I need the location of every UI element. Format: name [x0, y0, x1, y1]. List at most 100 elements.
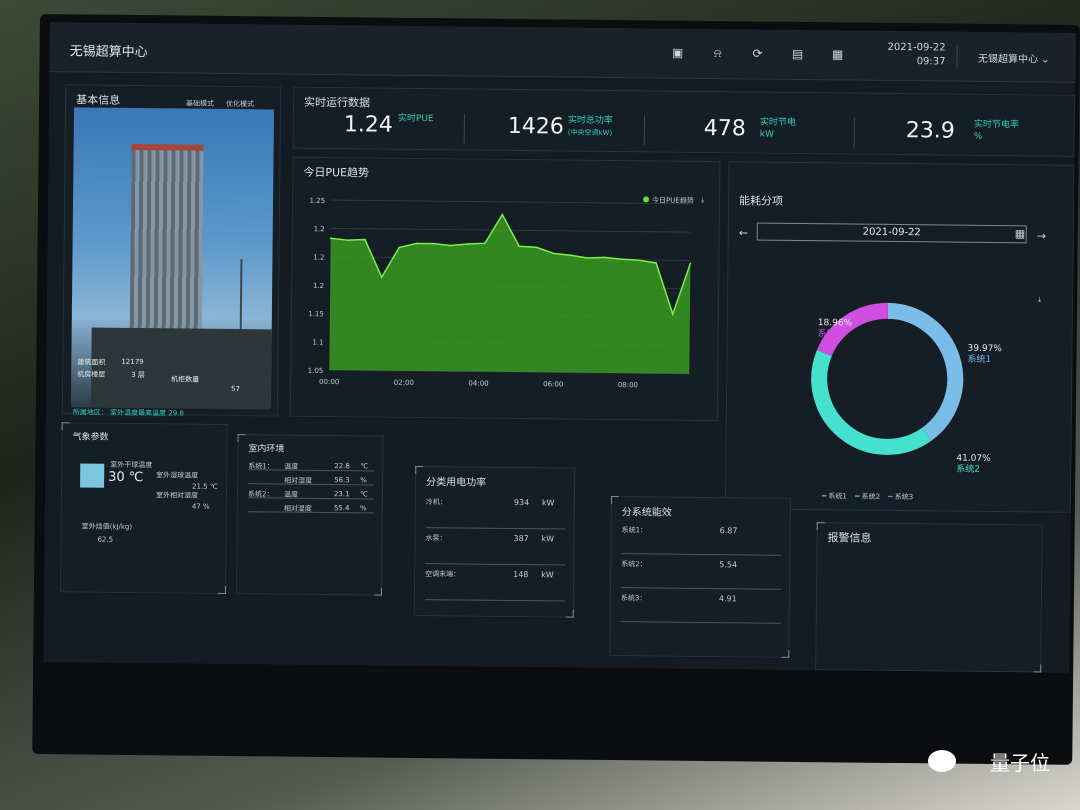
- cabinet-value: 57: [231, 385, 241, 394]
- weather-title: 气象参数: [72, 432, 109, 443]
- y-tick-label: 1.2: [313, 282, 324, 290]
- y-tick-label: 1.15: [308, 310, 324, 318]
- monitor-icon[interactable]: ▣: [671, 45, 684, 60]
- eff-rows-name: 系统3：: [620, 594, 647, 603]
- prev-date-button[interactable]: ←: [738, 226, 749, 240]
- indoor-rows-unit: ℃: [359, 490, 368, 499]
- donut-slice: [887, 302, 964, 441]
- donut-slice: [816, 302, 889, 357]
- indoor-rows-value: 22.8: [334, 462, 350, 471]
- indoor-rows-unit: %: [359, 504, 367, 513]
- panel-corner: [237, 434, 246, 443]
- pue-point: [449, 244, 452, 247]
- panel-corner: [781, 649, 790, 658]
- pue-point: [586, 257, 589, 259]
- panel-corner: [61, 422, 70, 431]
- basic-info-title: 基本信息: [76, 93, 121, 107]
- building-photo: 建筑面积 12179 机房楼层 3 层 机柜数量 57: [70, 107, 275, 410]
- weather-panel: 气象参数 30 ℃ 室外干球温度 室外湿球温度 21.5 ℃ 室外相对湿度 47…: [59, 422, 228, 594]
- enthalpy-value: 62.5: [97, 535, 114, 544]
- user-menu[interactable]: 无锡超算中心 ⌄: [978, 50, 1050, 66]
- panel-corner: [816, 522, 825, 531]
- row-divider: [424, 599, 565, 602]
- row-divider: [621, 587, 782, 590]
- mode-optimized[interactable]: 优化模式: [226, 99, 255, 109]
- kpi-rate-sub: %: [973, 131, 983, 142]
- grid-line: [331, 199, 692, 205]
- pue-point: [346, 239, 349, 241]
- indoor-rows-value: 55.4: [333, 504, 350, 513]
- pue-trend-panel: 今日PUE趋势 今日PUE趋势 ⤓ 1.25 1.2 1.2 1.2 1.15 1.1 1.…: [289, 156, 721, 422]
- power-rows-value: 387: [513, 533, 529, 544]
- row-divider: [621, 553, 782, 556]
- kpi-pue-value: 1.24: [343, 112, 393, 138]
- efficiency-panel: 分系统能效 系统1： 6.87 系统2： 5.54 系统3： 4.91: [609, 496, 791, 658]
- date-picker[interactable]: 2021-09-22: [756, 222, 1027, 244]
- thermometer-icon: [80, 463, 105, 488]
- clipboard-icon[interactable]: ▤: [791, 46, 804, 61]
- pue-point: [603, 256, 606, 259]
- eff-rows-value: 4.91: [718, 594, 737, 604]
- indoor-rows-value: 56.3: [334, 476, 350, 485]
- pue-trend-title: 今日PUE趋势: [303, 165, 370, 180]
- enthalpy-label: 室外焓值(kJ/kg): [81, 522, 133, 531]
- table-icon[interactable]: ▦: [831, 47, 844, 62]
- power-title: 分类用电功率: [426, 477, 487, 489]
- bell-icon[interactable]: ⍾: [713, 46, 722, 61]
- eff-rows-name: 系统1：: [621, 526, 648, 535]
- row-divider: [425, 527, 566, 530]
- panel-corner: [1033, 664, 1042, 673]
- y-tick-label: 1.05: [308, 367, 324, 375]
- energy-split-title: 能耗分项: [739, 194, 784, 208]
- cabinet-label: 机柜数量: [171, 375, 200, 384]
- kpi-title: 实时运行数据: [304, 95, 371, 110]
- mode-basic[interactable]: 基础模式: [186, 99, 215, 108]
- slice-name-label: 系统1: [967, 353, 991, 365]
- x-tick-label: 08:00: [618, 381, 638, 389]
- legend-sys2: 系统2: [861, 492, 881, 501]
- pue-point: [638, 259, 640, 262]
- kpi-power-label: 实时总功率 (中央空调kW): [568, 115, 613, 139]
- donut-slice: [811, 350, 932, 455]
- chevron-down-icon: ⌄: [1041, 54, 1050, 66]
- pue-point: [484, 242, 486, 245]
- kpi-pue-label: 实时PUE: [397, 113, 434, 125]
- dry-bulb-label: 室外干球温度: [110, 460, 153, 470]
- pue-point: [466, 243, 469, 245]
- header-datetime: 2021-09-22 09:37: [887, 41, 946, 70]
- kpi-saving-value: 478: [703, 115, 746, 142]
- building-base: [90, 327, 272, 410]
- realtime-kpi-panel: 实时运行数据 1.24 实时PUE 1426 实时总功率 (中央空调kW) 478…: [292, 86, 1076, 157]
- power-rows-unit: kW: [541, 570, 554, 580]
- calendar-icon[interactable]: ▦: [1014, 227, 1026, 241]
- panel-corner: [373, 587, 383, 596]
- kpi-divider: [463, 113, 465, 144]
- indoor-title: 室内环境: [248, 444, 285, 455]
- area-value: 12179: [121, 357, 144, 367]
- panel-corner: [217, 585, 227, 594]
- y-tick-label: 1.2: [313, 254, 324, 262]
- refresh-icon[interactable]: ⟳: [752, 46, 763, 61]
- efficiency-title: 分系统能效: [621, 507, 672, 519]
- floor-label: 机房楼层: [77, 370, 106, 379]
- pue-point: [329, 237, 332, 240]
- power-rows-value: 934: [513, 497, 530, 508]
- legend-sys3: 系统3: [894, 492, 914, 502]
- app-title: 无锡超算中心: [69, 44, 148, 61]
- pue-line: [330, 213, 692, 317]
- legend-swatch: ━: [855, 492, 860, 501]
- dashboard-screen: 无锡超算中心 ▣ ⍾ ⟳ ▤ ▦ 2021-09-22 09:37 无锡超算中心…: [43, 22, 1076, 673]
- next-date-button[interactable]: →: [1036, 229, 1047, 243]
- x-tick-label: 06:00: [543, 380, 563, 388]
- kpi-divider: [643, 115, 645, 146]
- wet-bulb-value: 21.5 ℃: [192, 482, 218, 491]
- pue-point: [432, 242, 435, 245]
- wechat-icon: [928, 750, 956, 772]
- y-tick-label: 1.2: [314, 225, 325, 233]
- pue-point: [689, 262, 692, 265]
- energy-split-panel: 能耗分项 ← 2021-09-22 ▦ → ⤓ 39.97% 系统1 41.07% 系…: [724, 161, 1075, 513]
- kpi-saving-sub: kW: [759, 129, 774, 140]
- slice-pct-label: 39.97%: [967, 344, 1002, 354]
- kpi-power-sub: (中央空调kW): [567, 128, 613, 137]
- pue-point: [569, 254, 572, 257]
